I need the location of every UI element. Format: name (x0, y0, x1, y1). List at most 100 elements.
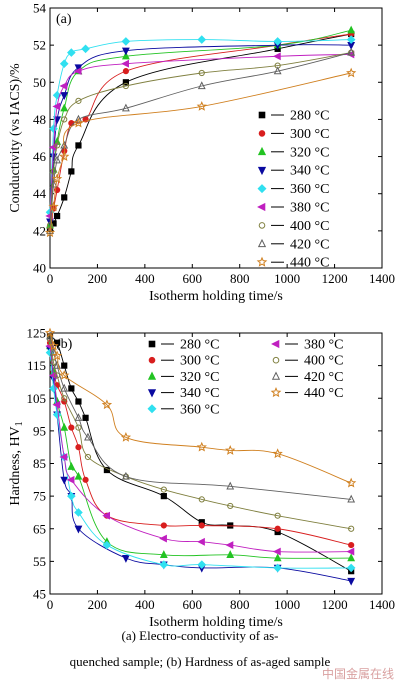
data-point (272, 547, 281, 556)
legend-marker (270, 387, 282, 398)
chart-panel-b: 0 200 400 600 800 1000 1200 1400 45 55 65 75 85 95 105… (8, 326, 395, 631)
data-point (67, 48, 76, 57)
legend-entry: 440 °C (290, 256, 329, 271)
series-360C (45, 348, 356, 573)
series-line (49, 52, 352, 231)
data-point (348, 541, 355, 549)
data-point (226, 481, 235, 490)
data-point (159, 550, 168, 558)
data-point (48, 201, 59, 212)
data-point (273, 66, 282, 75)
data-point (122, 79, 129, 86)
data-point (121, 471, 130, 480)
data-point (60, 422, 69, 431)
y-tick-label: 45 (33, 587, 46, 602)
figure-caption-line-2: quenched sample; (b) Hardness of as-aged… (69, 654, 331, 669)
data-point (51, 350, 63, 361)
series-line (49, 339, 352, 530)
data-point (197, 560, 207, 569)
data-point (273, 553, 282, 562)
data-point (121, 103, 130, 112)
legend-entry: 380 °C (304, 338, 343, 353)
legend-marker (147, 404, 157, 414)
legend-entry: 380 °C (290, 201, 329, 216)
data-point (160, 486, 167, 493)
legend-marker (256, 256, 268, 267)
data-point (196, 101, 207, 111)
legend-entry: 360 °C (180, 402, 219, 417)
series-420C (46, 47, 356, 234)
x-tick-label: 600 (183, 597, 203, 612)
series-line (49, 332, 352, 484)
series-400C (46, 49, 355, 229)
legend-marker (258, 130, 266, 137)
legend-entry: 420 °C (304, 370, 343, 385)
legend-entry: 420 °C (290, 237, 329, 252)
legend-entry: 280 °C (180, 338, 219, 353)
data-point (68, 385, 75, 392)
data-point (44, 227, 56, 238)
data-point (102, 540, 112, 550)
data-point (75, 142, 82, 149)
data-point (59, 82, 68, 90)
data-point (61, 116, 68, 123)
data-point (67, 491, 76, 501)
series-line (49, 72, 352, 233)
legend-marker (257, 202, 266, 212)
x-tick-label: 200 (88, 271, 108, 286)
y-tick-label: 54 (33, 1, 47, 16)
data-point (49, 179, 58, 188)
data-point (74, 525, 83, 534)
y-tick-label: 50 (33, 75, 46, 90)
legend-entry: 400 °C (304, 354, 343, 369)
data-point (68, 168, 75, 175)
figure-caption-line-1: (a) Electro-conductivity of as- (121, 628, 279, 643)
x-tick-label: 1000 (274, 271, 300, 286)
data-point (121, 59, 129, 68)
legend-entry: 360 °C (290, 182, 329, 197)
y-axis-label: Hardness, HV1 (8, 421, 25, 505)
y-tick-label: 55 (33, 554, 46, 569)
data-point (121, 51, 130, 60)
data-point (74, 413, 83, 421)
data-point (197, 81, 206, 90)
y-tick-label: 48 (33, 112, 46, 127)
legend-marker (148, 356, 156, 364)
data-point (74, 114, 83, 123)
data-point (346, 67, 357, 78)
y-tick-label: 115 (27, 358, 46, 373)
data-point (61, 395, 68, 402)
data-point (59, 453, 68, 461)
plot-frame (49, 7, 383, 269)
data-point (84, 453, 92, 461)
y-tick-label: 95 (33, 423, 46, 438)
y-tick-label: 42 (33, 223, 46, 238)
data-point (49, 124, 58, 134)
data-point (347, 577, 356, 586)
y-tick-label: 44 (33, 186, 47, 201)
y-tick-label: 125 (27, 326, 47, 341)
legend-entry: 280 °C (290, 109, 329, 124)
legend-marker (257, 146, 267, 156)
y-tick-label: 52 (33, 38, 46, 53)
data-point (74, 508, 83, 517)
data-point (74, 64, 83, 73)
x-tick-label: 400 (135, 597, 155, 612)
data-point (274, 525, 281, 532)
panel-label: (a) (56, 12, 72, 27)
data-point (60, 383, 69, 392)
series-line (49, 53, 352, 217)
data-point (68, 424, 75, 431)
data-point (51, 173, 63, 184)
legend-marker (147, 389, 157, 398)
legend-entry: 300 °C (290, 127, 329, 142)
data-point (197, 35, 207, 44)
legend-marker (271, 339, 280, 349)
data-point (226, 550, 235, 558)
data-point (272, 52, 281, 61)
y-tick-label: 40 (33, 261, 46, 276)
data-point (59, 59, 69, 69)
data-point (347, 25, 356, 34)
data-point (75, 398, 82, 405)
